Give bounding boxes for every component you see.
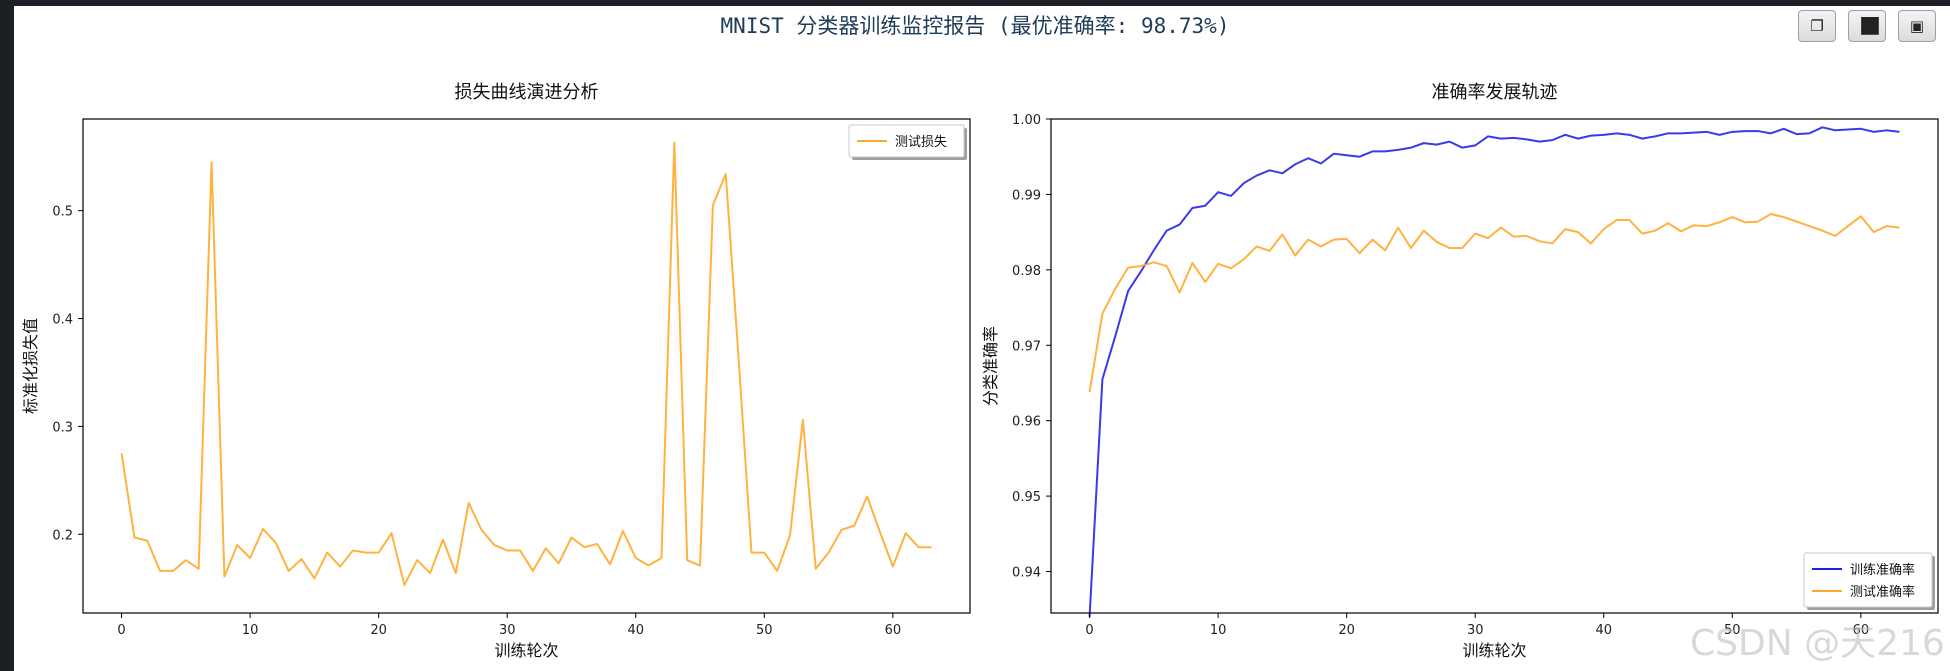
x-tick-label: 60 <box>1853 623 1870 638</box>
axes-frame <box>1050 118 1939 614</box>
y-axis-label: 标准化损失值 <box>21 318 40 414</box>
legend-label: 训练准确率 <box>1850 562 1915 578</box>
chart-2: 0 10 20 30 40 50 60 0.94 0.95 0.96 0.97 0.98 0.99 1.0… <box>981 82 1939 660</box>
x-tick-label: 20 <box>1338 623 1355 638</box>
y-tick-label: 0.3 <box>52 420 73 435</box>
y-tick-label: 1.00 <box>1012 113 1041 128</box>
chart-title: 损失曲线演进分析 <box>455 82 599 103</box>
copy-icon[interactable]: ❐ <box>1798 10 1836 42</box>
axes-frame <box>82 118 971 614</box>
y-tick-label: 0.99 <box>1012 188 1041 203</box>
bar-chart-icon[interactable]: ▐█ <box>1848 10 1886 42</box>
save-icon[interactable]: ▣ <box>1898 10 1936 42</box>
y-axis-label: 分类准确率 <box>981 326 1000 406</box>
chart-title: 准确率发展轨迹 <box>1432 82 1558 103</box>
x-tick-label: 60 <box>885 623 902 638</box>
legend-box <box>848 124 965 158</box>
y-tick-label: 0.95 <box>1012 490 1041 505</box>
x-tick-label: 30 <box>499 623 516 638</box>
x-tick-label: 20 <box>370 623 387 638</box>
legend-label: 测试准确率 <box>1850 584 1915 600</box>
legend-box <box>1803 552 1933 608</box>
x-axis-label: 训练轮次 <box>1462 641 1526 660</box>
x-tick-label: 0 <box>117 623 125 638</box>
x-tick-label: 40 <box>627 623 644 638</box>
series-line-2 <box>1088 213 1900 393</box>
y-tick-label: 0.4 <box>52 313 73 328</box>
x-tick-label: 40 <box>1595 623 1612 638</box>
x-tick-label: 50 <box>756 623 773 638</box>
x-tick-label: 10 <box>242 623 259 638</box>
y-tick-label: 0.2 <box>52 528 73 543</box>
series-line-1 <box>1088 126 1900 617</box>
y-tick-label: 0.98 <box>1012 264 1041 279</box>
x-axis-label: 训练轮次 <box>494 641 558 660</box>
x-tick-label: 0 <box>1085 623 1093 638</box>
figure-canvas <box>14 6 1950 671</box>
x-tick-label: 50 <box>1724 623 1741 638</box>
figure-suptitle: MNIST 分类器训练监控报告 (最优准确率: 98.73%) <box>720 14 1230 38</box>
x-tick-label: 30 <box>1467 623 1484 638</box>
y-tick-label: 0.94 <box>1012 566 1041 581</box>
y-tick-label: 0.5 <box>52 205 73 220</box>
legend-label: 测试损失 <box>895 135 947 150</box>
toolbar: ❐ ▐█ ▣ <box>1798 10 1936 42</box>
y-tick-label: 0.96 <box>1012 415 1041 430</box>
x-tick-label: 10 <box>1210 623 1227 638</box>
series-line-1 <box>120 141 932 586</box>
watermark: CSDN @天216 <box>1690 623 1945 664</box>
y-tick-label: 0.97 <box>1012 339 1041 354</box>
